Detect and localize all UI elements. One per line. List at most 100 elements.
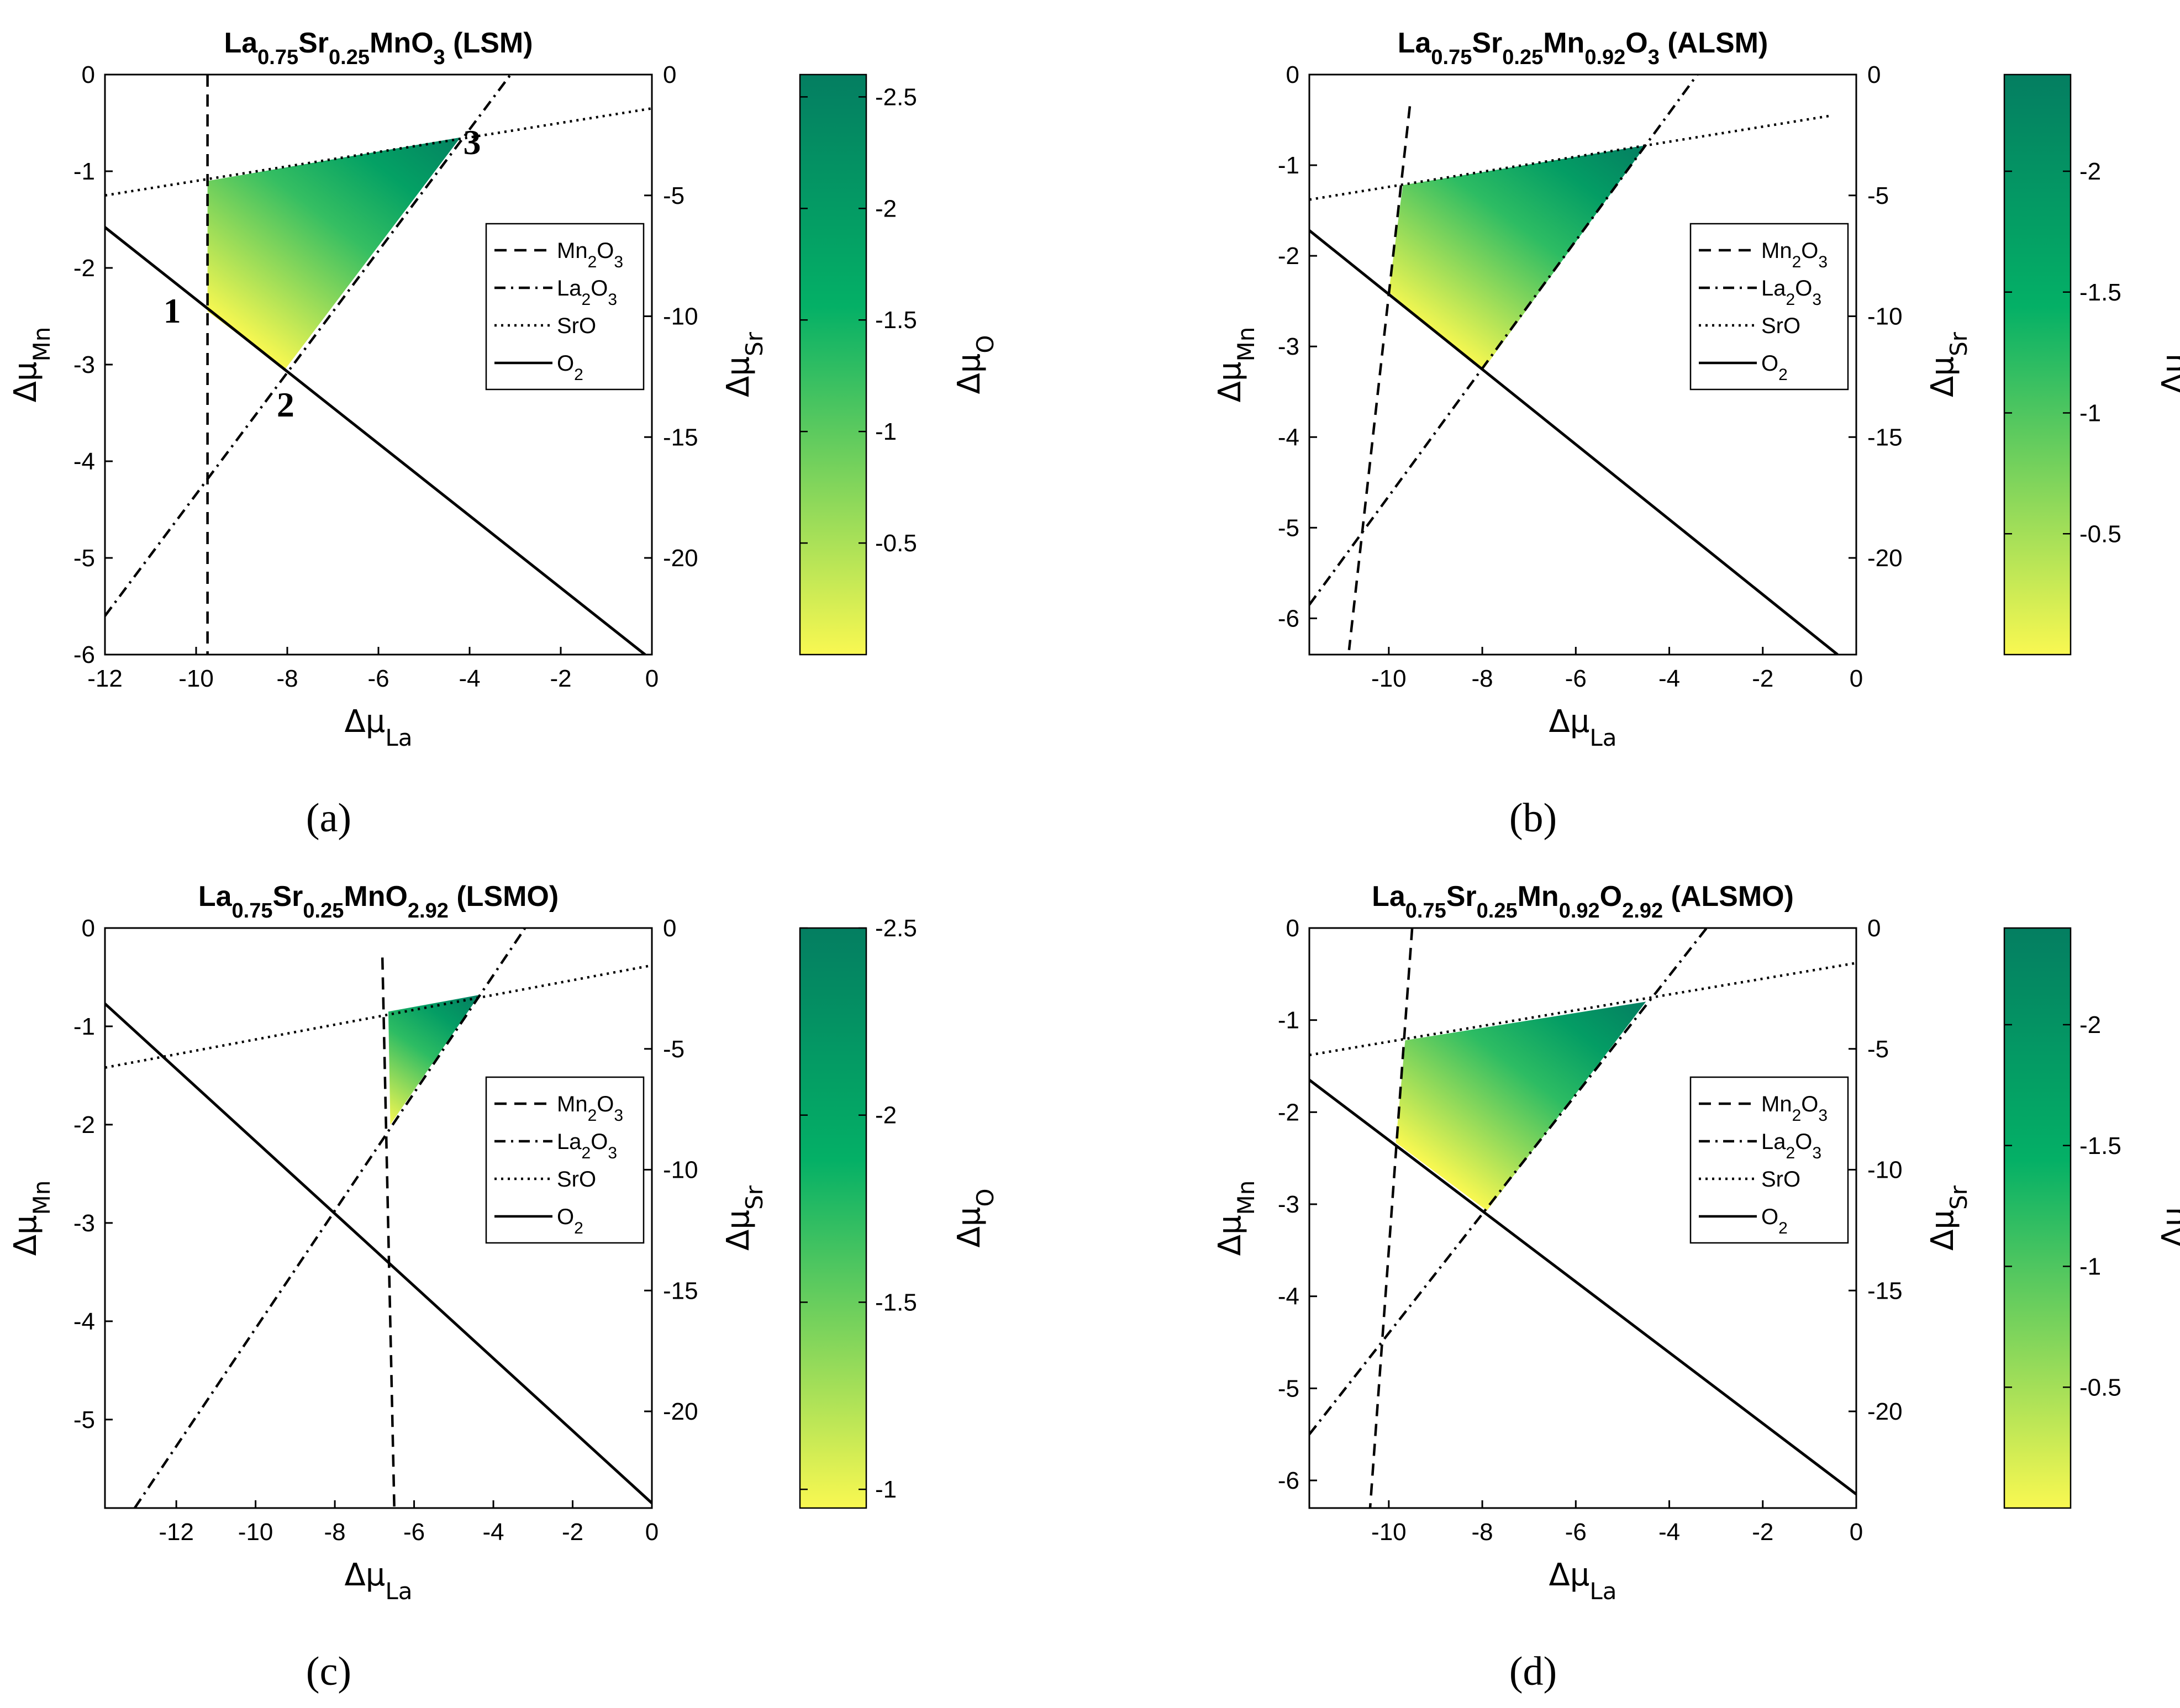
legend-text-part: O — [591, 1130, 608, 1154]
y2-axis-label: ΔμSr — [1925, 1185, 1972, 1251]
axis-label-main: Δμ — [1925, 356, 1961, 397]
x-tick-label: 0 — [1850, 1519, 1863, 1546]
y2-tick-label: -5 — [663, 1036, 684, 1063]
colorbar-label: ΔμO — [2156, 335, 2180, 394]
colorbar-tick-label: -0.5 — [2079, 1374, 2121, 1401]
x-tick-label: -2 — [1752, 665, 1773, 692]
y2-tick-label: 0 — [663, 61, 676, 88]
series-line-sro — [105, 964, 652, 1069]
y2-axis-label: ΔμSr — [720, 1185, 768, 1251]
y-tick-label: -2 — [1278, 1099, 1299, 1126]
y-tick-label: -6 — [1278, 605, 1299, 632]
colorbar-tick-label: -2 — [875, 1102, 897, 1129]
legend-entry: La2O3 — [557, 1130, 617, 1162]
legend-entry: Mn2O3 — [557, 1092, 623, 1125]
stability-region — [1388, 145, 1646, 371]
y-tick-label: -1 — [73, 1013, 95, 1040]
legend-text-subscript: 3 — [1818, 1106, 1828, 1125]
legend-text-part: La — [557, 276, 582, 301]
y-tick-label: -5 — [1278, 514, 1299, 541]
x-tick-label: -4 — [1658, 665, 1680, 692]
x-tick-label: 0 — [645, 665, 659, 692]
plot-area — [105, 928, 652, 1508]
title-part: (ALSMO) — [1663, 881, 1794, 913]
axis-label-subscript: Sr — [741, 331, 768, 356]
title-subscript: 3 — [434, 46, 445, 69]
axis-label-subscript: La — [1589, 724, 1616, 751]
legend-text-part: O — [557, 1205, 574, 1229]
stability-region — [388, 995, 480, 1125]
x-tick-label: -12 — [159, 1519, 194, 1546]
legend-text-subscript: 2 — [588, 253, 597, 271]
colorbar — [2003, 927, 2072, 1509]
axis-label-subscript: O — [2176, 1189, 2180, 1207]
axis-label-subscript: Sr — [1945, 331, 1972, 356]
y-tick-label: -2 — [73, 255, 95, 282]
axis-label-main: Δμ — [1212, 1215, 1248, 1256]
axis-label-subscript: O — [972, 335, 999, 354]
x-tick-label: -2 — [562, 1519, 583, 1546]
chart-title: La0.75Sr0.25Mn0.92O3 (ALSM) — [1398, 27, 1768, 69]
axis-label-subscript: Sr — [741, 1185, 768, 1210]
y-tick-label: -2 — [1278, 243, 1299, 270]
chart-title: La0.75Sr0.25MnO3 (LSM) — [224, 27, 533, 69]
colorbar-tick-label: -1 — [2079, 1253, 2101, 1280]
title-part: La — [198, 881, 233, 913]
title-subscript: 0.75 — [1431, 46, 1472, 69]
title-subscript: 0.75 — [1405, 899, 1446, 922]
legend-text-part: O — [1761, 351, 1778, 376]
x-tick-label: -10 — [238, 1519, 273, 1546]
colorbar — [2003, 73, 2072, 656]
chart-title: La0.75Sr0.25MnO2.92 (LSMO) — [198, 881, 559, 922]
axis-label-main: Δμ — [2156, 354, 2180, 394]
title-part: La — [224, 27, 258, 59]
y2-tick-label: -15 — [1867, 424, 1903, 451]
y-tick-label: -3 — [1278, 333, 1299, 360]
legend-entry: Mn2O3 — [1761, 239, 1828, 271]
y-tick-label: 0 — [82, 61, 95, 88]
y2-tick-label: 0 — [663, 915, 676, 942]
legend-text-subscript: 2 — [588, 1106, 597, 1125]
title-part: Sr — [1446, 881, 1477, 913]
title-subscript: 0.75 — [232, 899, 273, 922]
y2-tick-label: 0 — [1867, 915, 1881, 942]
legend-text-part: O — [597, 239, 614, 263]
axis-label-main: Δμ — [1925, 1210, 1961, 1251]
colorbar — [799, 927, 867, 1509]
legend-text-subscript: 3 — [608, 291, 617, 309]
series-line-o2 — [105, 1003, 652, 1504]
legend-entry: O2 — [557, 1205, 583, 1237]
y2-tick-label: -15 — [1867, 1277, 1903, 1304]
legend-entry: La2O3 — [1761, 1130, 1821, 1162]
y-tick-label: 0 — [1286, 61, 1299, 88]
legend-text-subscript: 2 — [1786, 1144, 1795, 1162]
colorbar-tick-label: -1 — [875, 1476, 897, 1503]
legend-text-part: O — [1801, 1092, 1818, 1116]
vertex-label: 3 — [464, 123, 481, 162]
axis-label-subscript: Mn — [1233, 327, 1260, 362]
axes-box — [1308, 73, 1857, 656]
x-tick-label: -6 — [1565, 665, 1587, 692]
axis-label-subscript: La — [1589, 1578, 1616, 1605]
axis-label-subscript: La — [385, 1578, 412, 1605]
y-tick-label: -3 — [1278, 1191, 1299, 1218]
legend-entry: SrO — [557, 1167, 596, 1192]
y2-tick-label: -20 — [663, 1398, 698, 1425]
axes-box — [1308, 927, 1857, 1509]
stability-region — [207, 137, 461, 370]
panel-label: (c) — [306, 1649, 351, 1694]
y2-tick-label: -15 — [663, 1277, 698, 1304]
y-axis-label: ΔμMn — [1212, 327, 1260, 403]
series-line-o2 — [1309, 229, 1839, 655]
title-part: O — [1600, 881, 1622, 913]
y-tick-label: -2 — [73, 1111, 95, 1138]
axis-label-subscript: Mn — [28, 327, 55, 362]
chart-panel-1: La0.75Sr0.25MnO3 (LSM)-12 -10 -8 -6 -4 -2 00-1… — [8, 27, 999, 841]
plot-area — [1309, 928, 1856, 1508]
title-part: Mn — [1518, 881, 1559, 913]
axis-label-main: Δμ — [1549, 1557, 1589, 1593]
axis-label-main: Δμ — [1212, 361, 1248, 402]
colorbar-label: ΔμO — [951, 1189, 999, 1248]
legend-text-subscript: 3 — [1818, 253, 1828, 271]
vertex-label: 1 — [164, 291, 181, 330]
